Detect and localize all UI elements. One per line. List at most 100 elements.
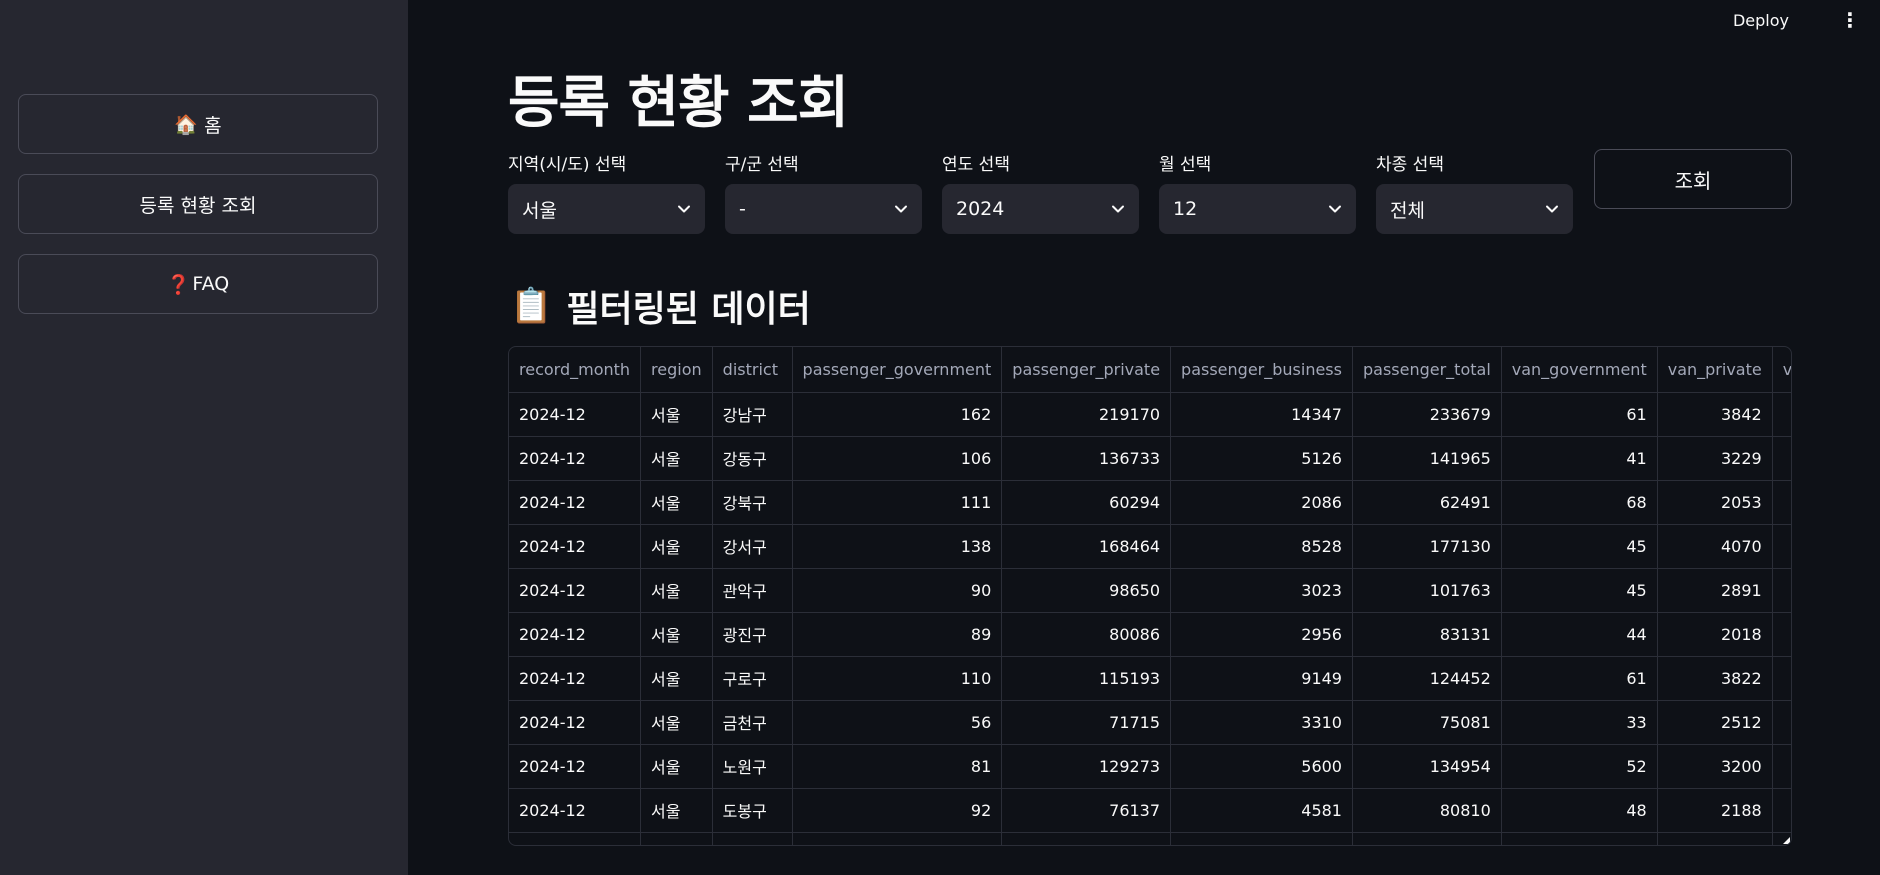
- table-cell[interactable]: 559: [1772, 392, 1791, 437]
- table-cell[interactable]: [509, 832, 642, 845]
- table-row[interactable]: 2024-12서울노원구811292735600134954523200752: [509, 744, 1791, 789]
- table-cell[interactable]: 33: [1501, 700, 1658, 745]
- table-cell[interactable]: 2086: [1170, 480, 1353, 525]
- table-cell[interactable]: 71715: [1001, 700, 1172, 745]
- table-cell[interactable]: 2053: [1657, 480, 1773, 525]
- table-cell[interactable]: [792, 832, 1003, 845]
- table-cell[interactable]: [1657, 832, 1773, 845]
- table-cell[interactable]: 2024-12: [509, 788, 642, 833]
- table-cell[interactable]: 92: [792, 788, 1003, 833]
- table-cell[interactable]: 1329: [1772, 524, 1791, 569]
- table-cell[interactable]: 717: [1772, 480, 1791, 525]
- column-header-passenger-total[interactable]: passenger_total: [1352, 347, 1502, 393]
- column-header-record-month[interactable]: record_month: [509, 347, 642, 393]
- table-cell[interactable]: 구로구: [712, 656, 793, 701]
- table-cell[interactable]: 76137: [1001, 788, 1172, 833]
- table-cell[interactable]: 도봉구: [712, 788, 793, 833]
- table-row[interactable]: 2024-12서울도봉구9276137458180810482188565: [509, 788, 1791, 833]
- table-cell[interactable]: 3842: [1657, 392, 1773, 437]
- table-cell[interactable]: 강서구: [712, 524, 793, 569]
- table-cell[interactable]: 서울: [640, 788, 713, 833]
- table-row[interactable]: 2024-12서울강북구11160294208662491682053717: [509, 480, 1791, 525]
- table-cell[interactable]: 2018: [1657, 612, 1773, 657]
- table-cell[interactable]: [1501, 832, 1658, 845]
- table-cell[interactable]: 111: [792, 480, 1003, 525]
- table-cell[interactable]: 101763: [1352, 568, 1502, 613]
- table-cell[interactable]: 168464: [1001, 524, 1172, 569]
- data-table[interactable]: record_month region district passenger_gove…: [508, 346, 1792, 846]
- table-cell[interactable]: 9149: [1170, 656, 1353, 701]
- table-cell[interactable]: [1352, 832, 1502, 845]
- table-row[interactable]: 2024-12서울강남구1622191701434723367961384255…: [509, 392, 1791, 437]
- column-header-region[interactable]: region: [640, 347, 713, 393]
- table-row[interactable]: 2024-12서울강동구1061367335126141965413229629: [509, 436, 1791, 481]
- resize-handle-icon[interactable]: [1783, 837, 1790, 844]
- more-menu-icon[interactable]: ⋮: [1840, 8, 1860, 32]
- table-cell[interactable]: 관악구: [712, 568, 793, 613]
- table-cell[interactable]: 2024-12: [509, 744, 642, 789]
- table-cell[interactable]: 41: [1501, 436, 1658, 481]
- table-cell[interactable]: 219170: [1001, 392, 1172, 437]
- table-row[interactable]: 2024-12서울금천구5671715331075081332512446: [509, 700, 1791, 745]
- column-header-van-government[interactable]: van_government: [1501, 347, 1658, 393]
- table-cell[interactable]: 44: [1501, 612, 1658, 657]
- table-cell[interactable]: 629: [1772, 436, 1791, 481]
- column-header-passenger-business[interactable]: passenger_business: [1170, 347, 1353, 393]
- table-cell[interactable]: 광진구: [712, 612, 793, 657]
- query-button[interactable]: 조회: [1594, 149, 1792, 209]
- table-cell[interactable]: 서울: [640, 656, 713, 701]
- nav-home-button[interactable]: 🏠 홈: [18, 94, 378, 154]
- table-cell[interactable]: 177130: [1352, 524, 1502, 569]
- table-cell[interactable]: 141965: [1352, 436, 1502, 481]
- table-cell[interactable]: 2024-12: [509, 436, 642, 481]
- table-cell[interactable]: 2024-12: [509, 480, 642, 525]
- table-cell[interactable]: 2024-12: [509, 524, 642, 569]
- table-cell[interactable]: 2956: [1170, 612, 1353, 657]
- table-cell[interactable]: 752: [1772, 744, 1791, 789]
- table-cell[interactable]: 75081: [1352, 700, 1502, 745]
- table-cell[interactable]: 129273: [1001, 744, 1172, 789]
- table-cell[interactable]: 60294: [1001, 480, 1172, 525]
- table-cell[interactable]: 233679: [1352, 392, 1502, 437]
- nav-faq-button[interactable]: ❓ FAQ: [18, 254, 378, 314]
- table-cell[interactable]: 81: [792, 744, 1003, 789]
- table-cell[interactable]: 115193: [1001, 656, 1172, 701]
- nav-registration-button[interactable]: 등록 현황 조회: [18, 174, 378, 234]
- table-cell[interactable]: 서울: [640, 480, 713, 525]
- table-cell[interactable]: 110: [792, 656, 1003, 701]
- table-cell[interactable]: 136733: [1001, 436, 1172, 481]
- table-cell[interactable]: 326: [1772, 612, 1791, 657]
- table-cell[interactable]: 2024-12: [509, 392, 642, 437]
- column-header-district[interactable]: district: [712, 347, 793, 393]
- table-row[interactable]: 2024-12서울관악구90986503023101763452891347: [509, 568, 1791, 613]
- table-cell[interactable]: 98650: [1001, 568, 1172, 613]
- table-cell[interactable]: 서울: [640, 700, 713, 745]
- table-cell[interactable]: 서울: [640, 744, 713, 789]
- table-cell[interactable]: 3310: [1170, 700, 1353, 745]
- table-cell[interactable]: 3200: [1657, 744, 1773, 789]
- table-cell[interactable]: 52: [1501, 744, 1658, 789]
- table-cell[interactable]: 347: [1772, 568, 1791, 613]
- table-cell[interactable]: 62491: [1352, 480, 1502, 525]
- table-row[interactable]: 서울동대문구: [509, 832, 1791, 845]
- table-cell[interactable]: 4070: [1657, 524, 1773, 569]
- table-cell[interactable]: 89: [792, 612, 1003, 657]
- column-header-passenger-private[interactable]: passenger_private: [1001, 347, 1172, 393]
- table-cell[interactable]: 446: [1772, 700, 1791, 745]
- table-cell[interactable]: 3822: [1657, 656, 1773, 701]
- table-cell[interactable]: 83131: [1352, 612, 1502, 657]
- table-cell[interactable]: 45: [1501, 524, 1658, 569]
- table-cell[interactable]: 2512: [1657, 700, 1773, 745]
- year-select[interactable]: 2024: [942, 184, 1139, 234]
- table-cell[interactable]: 61: [1501, 656, 1658, 701]
- table-cell[interactable]: 서울: [640, 832, 713, 845]
- table-cell[interactable]: 566: [1772, 656, 1791, 701]
- table-cell[interactable]: 동대문구: [712, 832, 793, 845]
- table-cell[interactable]: 80810: [1352, 788, 1502, 833]
- table-cell[interactable]: 134954: [1352, 744, 1502, 789]
- table-cell[interactable]: 서울: [640, 612, 713, 657]
- table-cell[interactable]: 서울: [640, 436, 713, 481]
- table-cell[interactable]: 노원구: [712, 744, 793, 789]
- table-cell[interactable]: 56: [792, 700, 1003, 745]
- table-cell[interactable]: 3229: [1657, 436, 1773, 481]
